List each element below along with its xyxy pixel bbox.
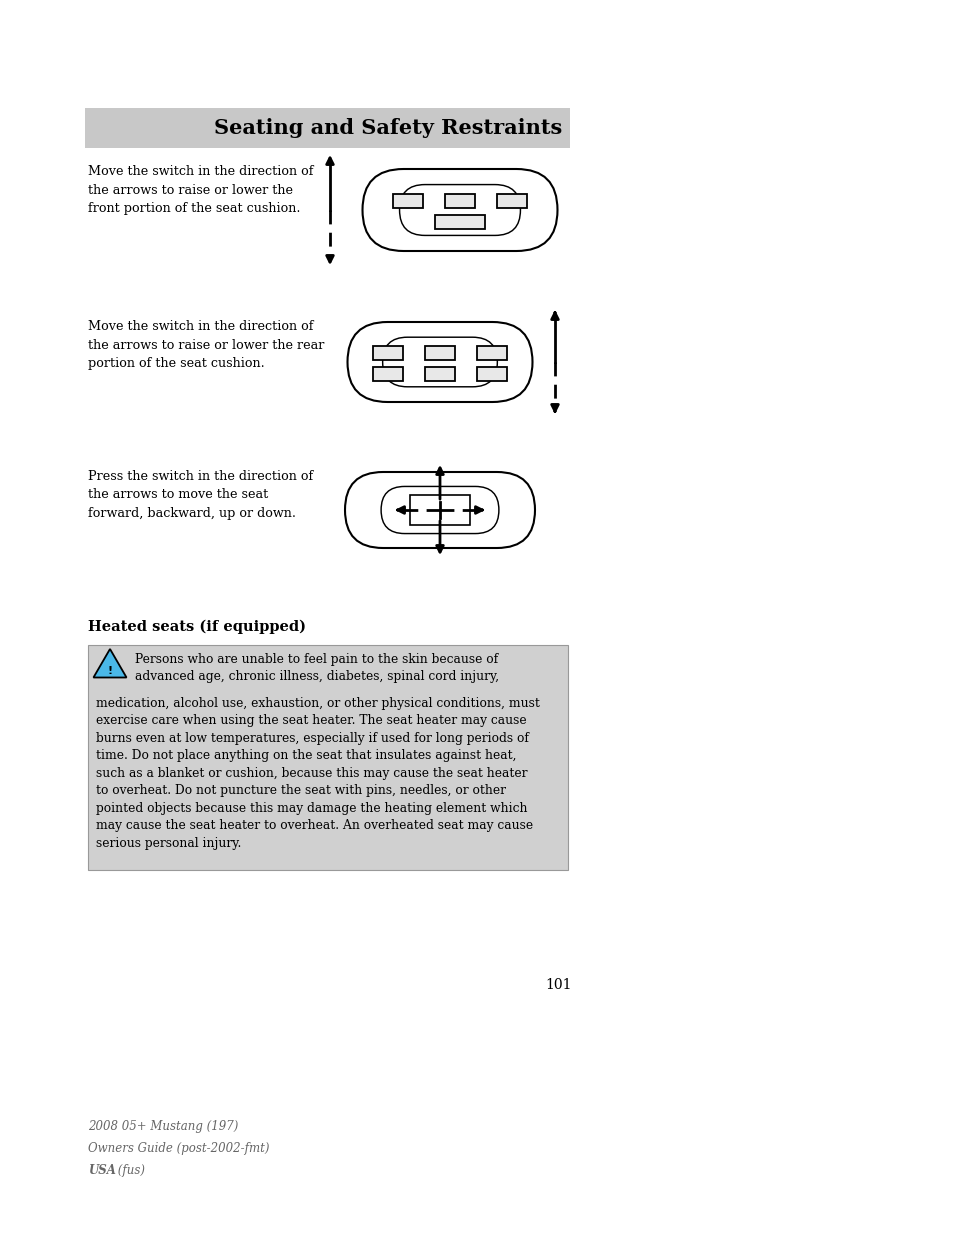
Bar — [85, 107, 569, 148]
Text: Move the switch in the direction of
the arrows to raise or lower the rear
portio: Move the switch in the direction of the … — [88, 320, 324, 370]
Polygon shape — [93, 650, 127, 678]
Text: Move the switch in the direction of
the arrows to raise or lower the
front porti: Move the switch in the direction of the … — [88, 165, 314, 215]
Text: Heated seats (if equipped): Heated seats (if equipped) — [88, 620, 306, 635]
Bar — [373, 367, 402, 380]
Bar — [373, 346, 402, 359]
Bar — [497, 194, 526, 207]
Bar — [435, 215, 484, 228]
Text: 101: 101 — [545, 978, 572, 992]
Text: USA: USA — [88, 1165, 115, 1177]
Text: Seating and Safety Restraints: Seating and Safety Restraints — [213, 119, 561, 138]
Bar — [444, 194, 475, 207]
Bar — [476, 367, 506, 380]
FancyBboxPatch shape — [362, 169, 557, 251]
Bar — [424, 367, 455, 380]
Bar — [88, 645, 567, 869]
Text: 2008 05+ Mustang (197): 2008 05+ Mustang (197) — [88, 1120, 238, 1132]
FancyBboxPatch shape — [345, 472, 535, 548]
Text: Press the switch in the direction of
the arrows to move the seat
forward, backwa: Press the switch in the direction of the… — [88, 471, 313, 520]
Text: !: ! — [108, 666, 112, 676]
FancyBboxPatch shape — [399, 184, 520, 236]
Text: (fus): (fus) — [113, 1165, 145, 1177]
Text: Persons who are unable to feel pain to the skin because of
advanced age, chronic: Persons who are unable to feel pain to t… — [135, 653, 498, 683]
FancyBboxPatch shape — [382, 337, 497, 387]
FancyBboxPatch shape — [347, 322, 532, 403]
Bar — [424, 346, 455, 359]
Text: medication, alcohol use, exhaustion, or other physical conditions, must
exercise: medication, alcohol use, exhaustion, or … — [96, 697, 539, 850]
Bar — [393, 194, 422, 207]
FancyBboxPatch shape — [380, 487, 498, 534]
Text: Owners Guide (post-2002-fmt): Owners Guide (post-2002-fmt) — [88, 1142, 269, 1155]
Bar — [410, 495, 470, 525]
Bar — [476, 346, 506, 359]
